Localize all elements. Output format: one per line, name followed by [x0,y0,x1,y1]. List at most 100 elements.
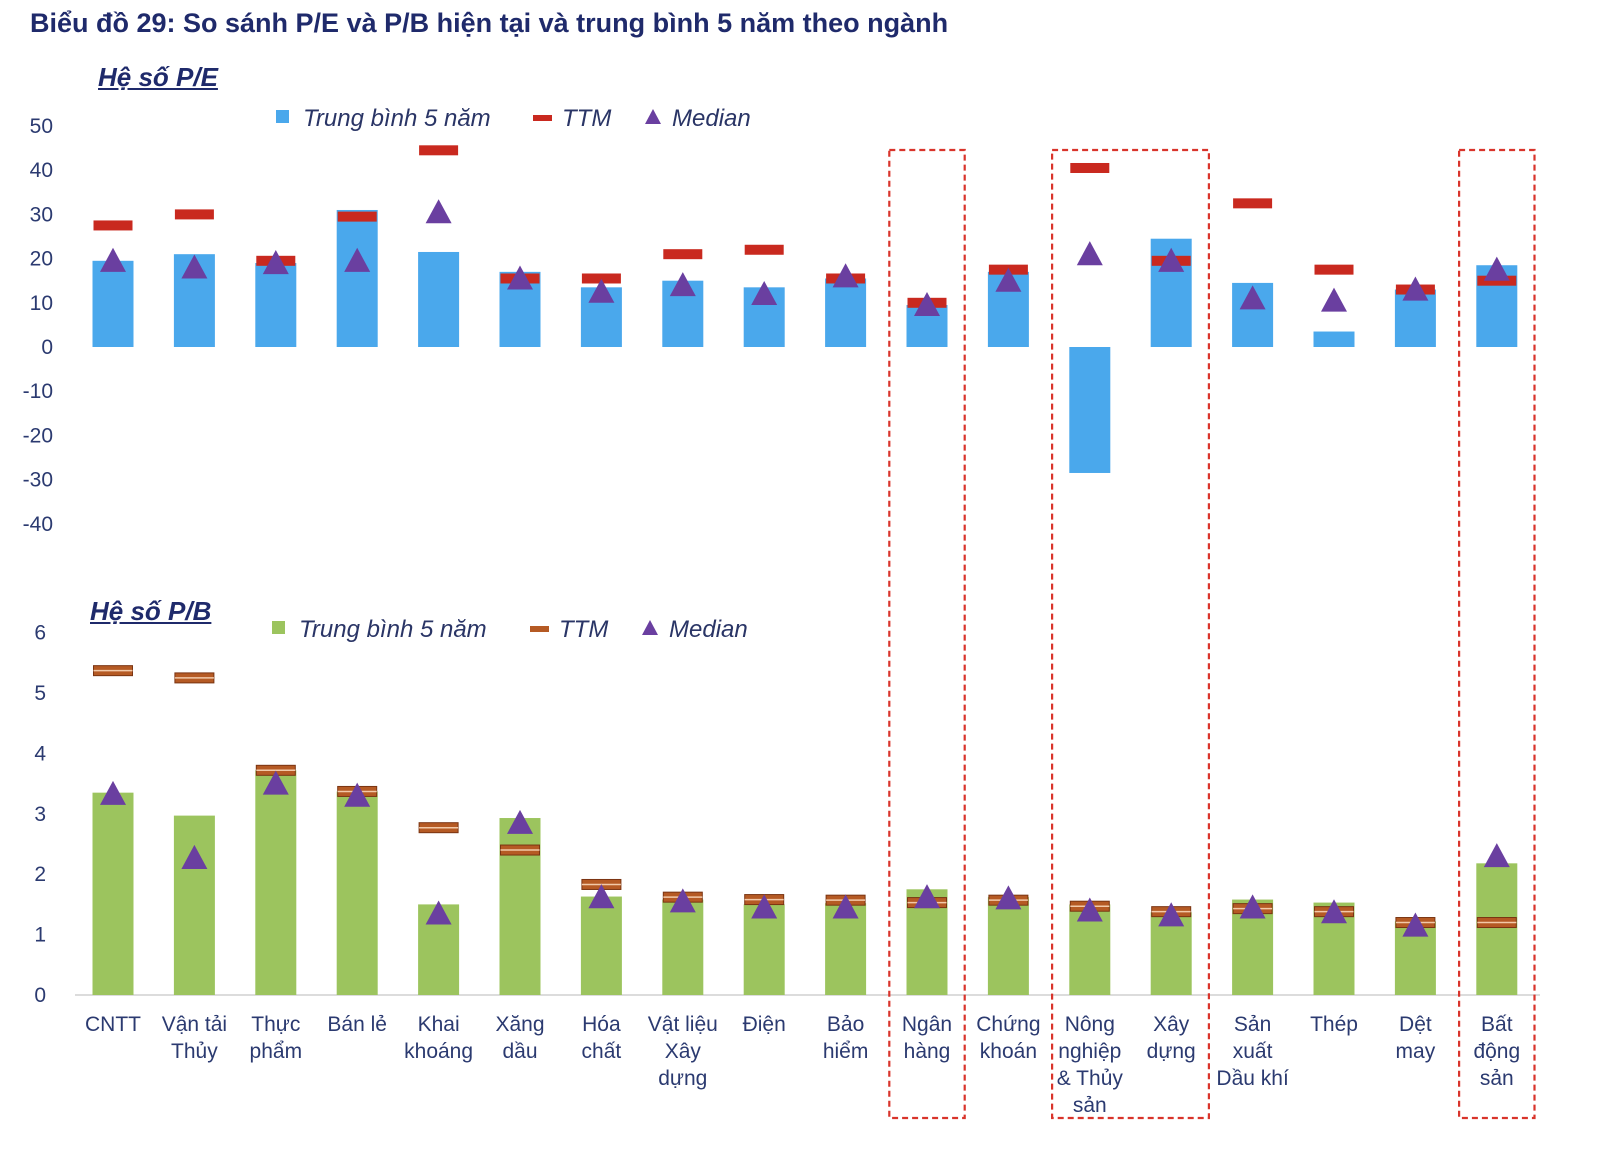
pb-y-tick-label: 1 [34,924,46,947]
x-category-label-line: Thực [251,1013,300,1036]
x-category-label-line: Xây [665,1040,702,1063]
pe-median-marker [1321,287,1347,312]
x-category-label: Sản xuất Dầu khí [1216,1013,1289,1090]
pe-median-marker [751,280,778,306]
pb-avg-bar [1476,863,1518,995]
x-category-label: Khai khoáng [404,1013,473,1063]
x-category-label-line: Thủy [171,1040,218,1063]
pe-panel-title: Hệ số P/E [98,62,218,92]
x-category-label-line: động [1473,1040,1520,1063]
pb-y-tick-label: 0 [34,984,46,1007]
pb-median-marker [425,900,452,925]
pe-median-marker [1239,285,1266,310]
pe-ttm-marker [419,145,459,156]
x-category-label-line: khoáng [404,1040,473,1063]
pb-y-tick-label: 3 [34,803,46,826]
pe-avg-bar [825,278,867,347]
pe-avg-bar [255,263,297,347]
pb-avg-bar [987,897,1029,995]
pb-panel-title: Hệ số P/B [90,596,212,626]
x-category-label-line: & Thủy [1057,1067,1124,1090]
pb-y-tick-label: 5 [34,682,46,705]
x-category-label-line: dựng [1147,1040,1196,1063]
pb-median-marker [995,885,1022,910]
pb-median-marker [507,809,533,834]
chart-title: Biểu đồ 29: So sánh P/E và P/B hiện tại … [30,8,949,38]
x-category-label-line: Xăng [495,1013,544,1036]
pb-y-tick-label: 6 [34,622,46,645]
pb-legend-avg-label: Trung bình 5 năm [299,616,487,643]
pe-avg-bar [336,209,378,347]
pb-median-marker [100,780,126,805]
pe-avg-bar [418,251,460,347]
pe-ttm-marker [174,209,214,220]
pb-avg-bar [336,791,378,995]
x-category-label-line: Vận tải [162,1013,227,1036]
x-category-label-line: Ngân [902,1013,952,1036]
x-category-label: Điện [743,1013,786,1036]
x-category-label-line: CNTT [85,1013,141,1036]
pb-median-marker [751,894,778,919]
x-category-label-line: Dầu khí [1216,1067,1289,1090]
x-category-label-line: Điện [743,1013,786,1036]
pe-median-marker [344,247,371,272]
pe-y-tick-label: -10 [23,380,53,403]
pb-avg-bar [255,770,297,995]
pe-y-tick-label: 40 [30,159,53,182]
pe-y-tick-label: -40 [23,513,53,536]
pe-median-marker [262,250,289,275]
pe-y-tick-label: 30 [30,203,53,226]
pe-avg-bar [1069,347,1111,473]
x-category-label: Vật liệu Xây dựng [648,1013,718,1090]
x-category-label: Xăng dầu [495,1013,544,1063]
x-category-label-line: hiểm [823,1040,869,1063]
pe-median-marker [181,254,208,279]
x-category-label-line: hàng [904,1040,951,1063]
pb-median-marker [262,770,289,795]
pb-avg-bar [580,896,622,995]
pb-median-marker [588,884,615,909]
pe-median-marker [1483,256,1510,281]
pb-median-marker [344,782,371,807]
x-category-label: Chứng khoán [976,1013,1040,1063]
x-category-label-line: khoán [980,1040,1037,1063]
pe-median-marker [100,247,126,272]
x-category-label-line: Nông [1065,1013,1115,1036]
pb-legend-ttm-label: TTM [559,616,608,643]
x-category-label-line: Hóa [582,1013,621,1036]
x-category-label-line: Xây [1153,1013,1190,1036]
pe-ttm-marker [93,220,133,231]
x-category-label-line: Thép [1310,1013,1358,1036]
pe-median-marker [669,272,696,297]
pb-median-marker [1402,912,1429,937]
x-category-label: Nông nghiệp & Thủy sản [1057,1013,1124,1117]
pb-median-marker [1321,899,1347,924]
pe-avg-bar [1313,331,1355,347]
pb-legend-avg-swatch [272,621,285,634]
pe-median-marker [588,278,615,303]
pe-median-marker [995,267,1022,292]
pe-legend-ttm-swatch [533,115,552,121]
pb-median-marker [832,894,859,919]
pe-y-tick-label: 0 [41,336,53,359]
pe-median-marker [832,263,859,288]
pe-median-marker [507,265,533,290]
pe-y-tick-label: 10 [30,292,53,315]
x-category-label: Bất động sản [1473,1013,1520,1090]
pe-ttm-marker [1070,162,1110,173]
pe-legend-median-label: Median [672,105,751,132]
pe-median-marker [914,292,940,317]
x-category-label-line: sản [1480,1067,1514,1090]
pe-ttm-marker [1314,264,1354,275]
pb-avg-bar [743,904,785,995]
pb-avg-bar [825,903,867,995]
pe-legend-avg-label: Trung bình 5 năm [303,105,491,132]
pe-y-tick-label: 20 [30,248,53,271]
pb-median-marker [1239,894,1266,919]
x-category-label: Bảo hiểm [823,1013,869,1063]
x-category-label: Vận tải Thủy [162,1013,227,1063]
pb-median-marker [181,844,208,869]
x-category-label-line: xuất [1233,1040,1273,1063]
x-category-label-line: phẩm [250,1040,303,1063]
pb-legend-median-swatch [642,620,658,635]
